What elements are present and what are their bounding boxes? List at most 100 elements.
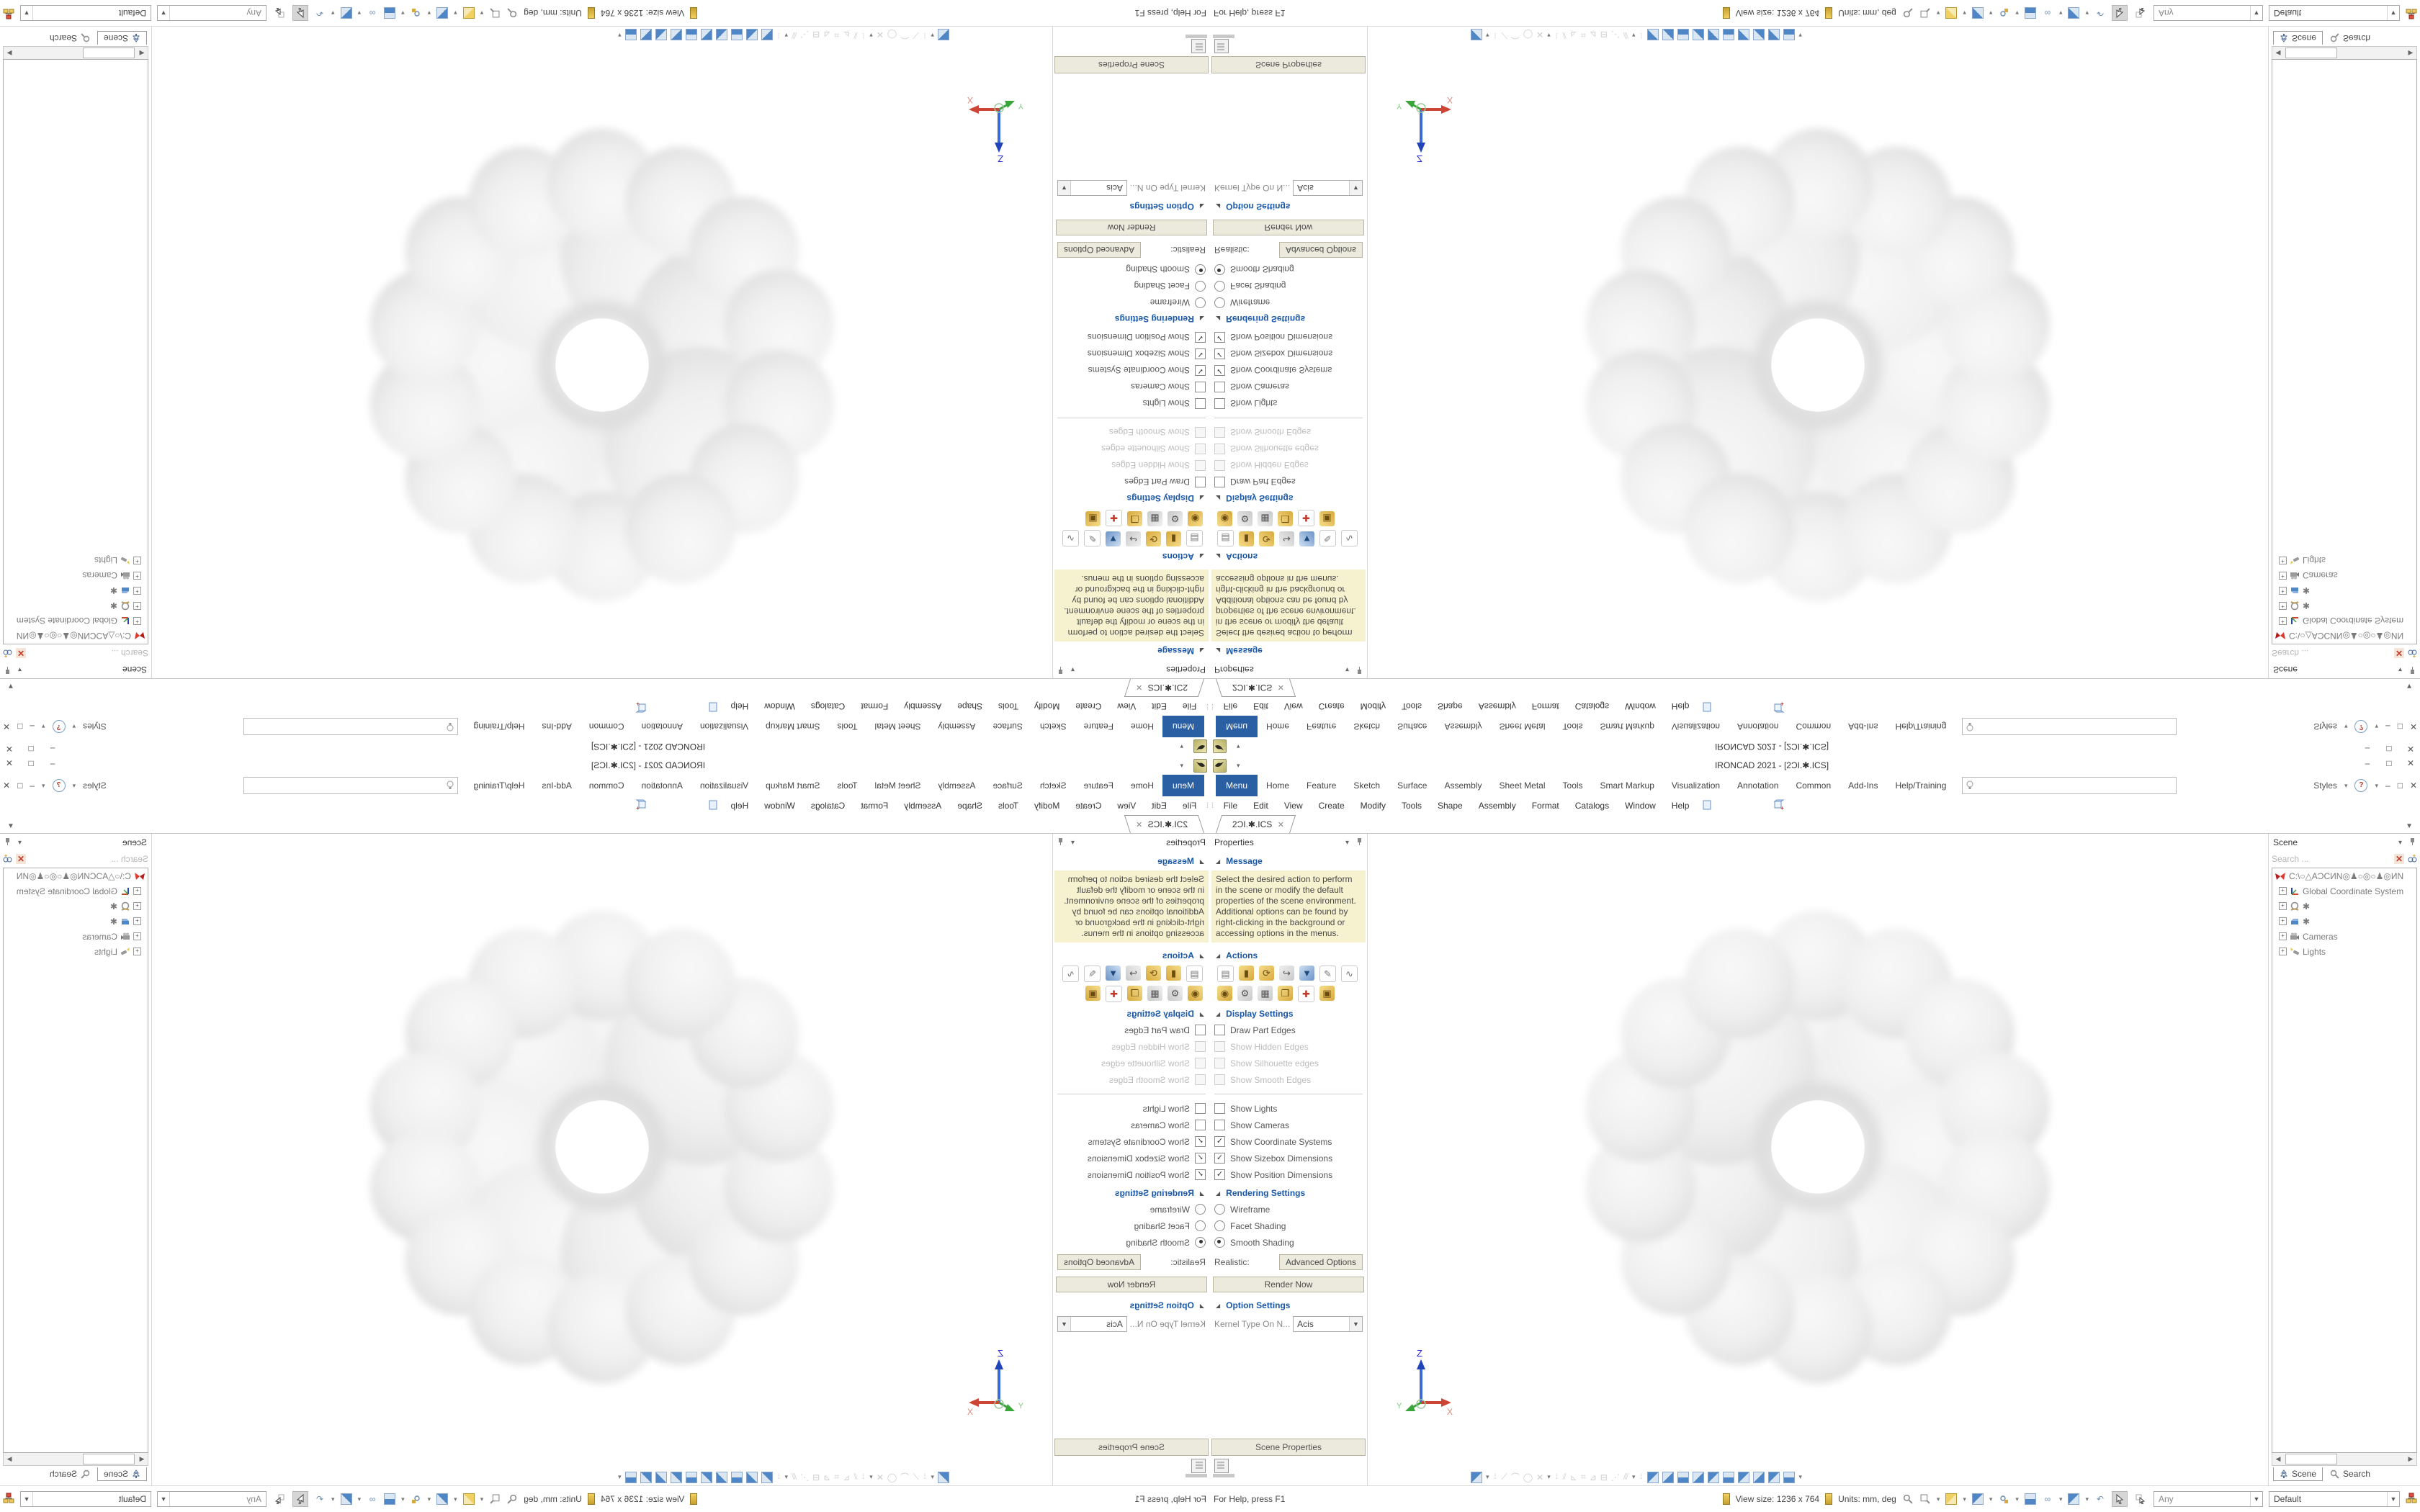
help-arrow-icon[interactable]: ▾ xyxy=(42,781,45,789)
ribbon-tab-home[interactable]: Home xyxy=(1266,780,1290,791)
scene-search-input[interactable]: Search ... xyxy=(2272,854,2309,864)
zoom-icon[interactable] xyxy=(1902,1493,1914,1505)
clear-search-icon[interactable]: ✕ xyxy=(2393,648,2404,658)
radio-icon[interactable] xyxy=(1195,1220,1206,1231)
panel-tab-icon[interactable] xyxy=(1191,1459,1206,1473)
action-box-icon[interactable]: ▣ xyxy=(1319,986,1335,1001)
ironcad-app-icon[interactable] xyxy=(1193,739,1207,754)
dropdown-arrow-icon[interactable]: ▾ xyxy=(480,9,484,17)
tab-search[interactable]: Search xyxy=(44,32,96,45)
camera-view-button[interactable] xyxy=(938,29,949,41)
expand-icon[interactable]: + xyxy=(2279,932,2287,940)
message-section-header[interactable]: ◢ Message xyxy=(1210,643,1367,661)
snap-grid-icon[interactable]: ⌗ xyxy=(834,30,840,40)
view-cube-iso4-button[interactable] xyxy=(1783,29,1796,41)
styles-arrow-icon[interactable]: ▾ xyxy=(72,723,76,731)
action-edit-sketch-icon[interactable]: ✎ xyxy=(1319,966,1336,982)
view-cube-iso4-button[interactable] xyxy=(624,29,637,41)
menu-view[interactable]: View xyxy=(1117,701,1137,711)
document-tab[interactable]: 2ƆI.✱.ICS ✕ xyxy=(1124,679,1204,697)
tab-scene[interactable]: Scene xyxy=(2273,31,2323,45)
view-cube-iso4-button[interactable] xyxy=(1783,1471,1796,1483)
zoom-window-icon[interactable] xyxy=(1919,1493,1931,1505)
panel-menu-arrow-icon[interactable]: ▾ xyxy=(1345,665,1349,674)
scene-properties-tab[interactable]: Scene Properties xyxy=(1054,56,1209,73)
dropdown-arrow-icon[interactable]: ▾ xyxy=(931,32,934,39)
document-tab-close-icon[interactable]: ✕ xyxy=(1278,683,1285,692)
checkbox-show-sizebox-dimensions[interactable]: ✓ Show Sizebox Dimensions xyxy=(1210,1150,1367,1166)
close-button[interactable]: ✕ xyxy=(2406,758,2415,768)
config-hierarchy-icon[interactable] xyxy=(3,6,14,20)
rendering-settings-header[interactable]: ◢ Rendering Settings xyxy=(1053,1183,1210,1201)
panel-menu-arrow-icon[interactable]: ▾ xyxy=(2398,665,2402,674)
document-tab[interactable]: 2ƆI.✱.ICS ✕ xyxy=(1124,815,1204,833)
viewport-3d[interactable]: Z X Y ▾ ⁞ ⟋ ⌒ ◯ xyxy=(1368,834,2268,1486)
blob-torus-model[interactable] xyxy=(343,888,861,1406)
snap-grid-icon[interactable]: ⌗ xyxy=(834,1472,840,1482)
snap-align-icon[interactable]: ⫻ xyxy=(791,30,797,40)
sketch-line-tool-icon[interactable]: ⟋ xyxy=(913,30,919,40)
radio-icon[interactable] xyxy=(1195,297,1206,308)
action-scene-list-icon[interactable]: ▤ xyxy=(1217,966,1234,982)
dropdown-arrow-icon[interactable]: ▾ xyxy=(1547,32,1551,39)
radio-icon[interactable] xyxy=(1214,297,1225,308)
ribbon-tab-visualization[interactable]: Visualization xyxy=(1671,721,1721,732)
ribbon-tab-sheet-metal[interactable]: Sheet Metal xyxy=(874,780,921,791)
advanced-search-icon[interactable]: ✦ xyxy=(3,647,13,660)
expand-icon[interactable]: + xyxy=(2279,602,2287,610)
option-settings-header[interactable]: ◢ Option Settings xyxy=(1210,199,1367,217)
ribbon-tab-sheet-metal[interactable]: Sheet Metal xyxy=(874,721,921,732)
select-box-tool-button[interactable] xyxy=(272,1492,287,1506)
checkbox-checked-icon[interactable]: ✓ xyxy=(1195,1153,1206,1164)
ribbon-tab-help-training[interactable]: Help/Training xyxy=(473,721,525,732)
dropdown-arrow-icon[interactable]: ▾ xyxy=(1936,9,1940,17)
menu-create[interactable]: Create xyxy=(1318,801,1345,811)
radio-wireframe[interactable]: Wireframe xyxy=(1053,294,1210,311)
snap-align-icon[interactable]: ⫻ xyxy=(1623,1472,1629,1482)
scene-search-input[interactable]: Search ... xyxy=(111,648,148,658)
checkbox-show-coordinate-systems[interactable]: ✓ Show Coordinate Systems xyxy=(1210,1133,1367,1150)
expand-icon[interactable]: + xyxy=(133,917,141,925)
dropdown-arrow-icon[interactable]: ▾ xyxy=(401,1495,405,1503)
sketch-line-tool-icon[interactable]: ⟋ xyxy=(1501,30,1507,40)
advanced-search-icon[interactable]: ✦ xyxy=(2407,853,2417,865)
ironcad-app-icon[interactable] xyxy=(1193,758,1207,773)
view-cube-front-button[interactable] xyxy=(761,29,773,41)
dropdown-arrow-icon[interactable]: ▾ xyxy=(869,1473,873,1480)
checkbox-show-cameras[interactable]: Show Cameras xyxy=(1210,1117,1367,1133)
panel-pin-icon[interactable] xyxy=(1356,665,1363,675)
dropdown-arrow-icon[interactable]: ▼ xyxy=(21,6,33,20)
tab-list-arrow-icon[interactable]: ▼ xyxy=(7,822,14,830)
command-search-box[interactable] xyxy=(243,777,458,794)
menu-format[interactable]: Format xyxy=(861,701,889,711)
checkbox-checked-icon[interactable]: ✓ xyxy=(1214,1169,1225,1180)
sketch-line-tool-icon[interactable]: ⟋ xyxy=(1501,1472,1507,1482)
snap-angle-icon[interactable]: ⋰ xyxy=(1610,1472,1620,1482)
ribbon-tab-annotation[interactable]: Annotation xyxy=(1737,721,1779,732)
document-tab[interactable]: 2ƆI.✱.ICS ✕ xyxy=(1216,679,1296,697)
dropdown-arrow-icon[interactable]: ▾ xyxy=(331,9,335,17)
action-triad-icon[interactable]: ✚ xyxy=(1298,986,1314,1002)
radio-icon[interactable] xyxy=(1214,1220,1225,1231)
kernel-type-dropdown[interactable]: Acis ▼ xyxy=(1293,1316,1363,1332)
ribbon-tab-assembly[interactable]: Assembly xyxy=(938,780,976,791)
config-dropdown[interactable]: Default ▼ xyxy=(20,1491,151,1507)
ribbon-tab-sheet-metal[interactable]: Sheet Metal xyxy=(1499,721,1546,732)
action-render-icon[interactable]: ◉ xyxy=(1217,511,1232,526)
help-icon[interactable]: ? xyxy=(2354,779,2368,792)
minimize-button[interactable]: – xyxy=(2365,744,2370,754)
sketch-circle-tool-icon[interactable]: ◯ xyxy=(1523,1472,1533,1482)
tree-item-lights[interactable]: + Lights xyxy=(2272,553,2416,568)
dropdown-arrow-icon[interactable]: ▾ xyxy=(784,32,788,39)
tree-item-shape-1[interactable]: + ✱ xyxy=(4,899,148,914)
doc-minimize-button[interactable]: – xyxy=(30,721,35,732)
action-settings-gears-icon[interactable]: ⚙ xyxy=(1237,511,1252,526)
ribbon-tab-smart-markup[interactable]: Smart Markup xyxy=(1600,780,1654,791)
blob-torus-model[interactable] xyxy=(1559,106,2077,624)
ribbon-tab-assembly[interactable]: Assembly xyxy=(1444,721,1482,732)
render-now-button[interactable]: Render Now xyxy=(1213,220,1364,235)
sketch-x-tool-icon[interactable]: ✕ xyxy=(1536,30,1544,40)
command-search-box[interactable] xyxy=(1962,777,2177,794)
view-cube-back-button[interactable] xyxy=(745,1471,758,1483)
radio-facet-shading[interactable]: Facet Shading xyxy=(1053,1218,1210,1234)
